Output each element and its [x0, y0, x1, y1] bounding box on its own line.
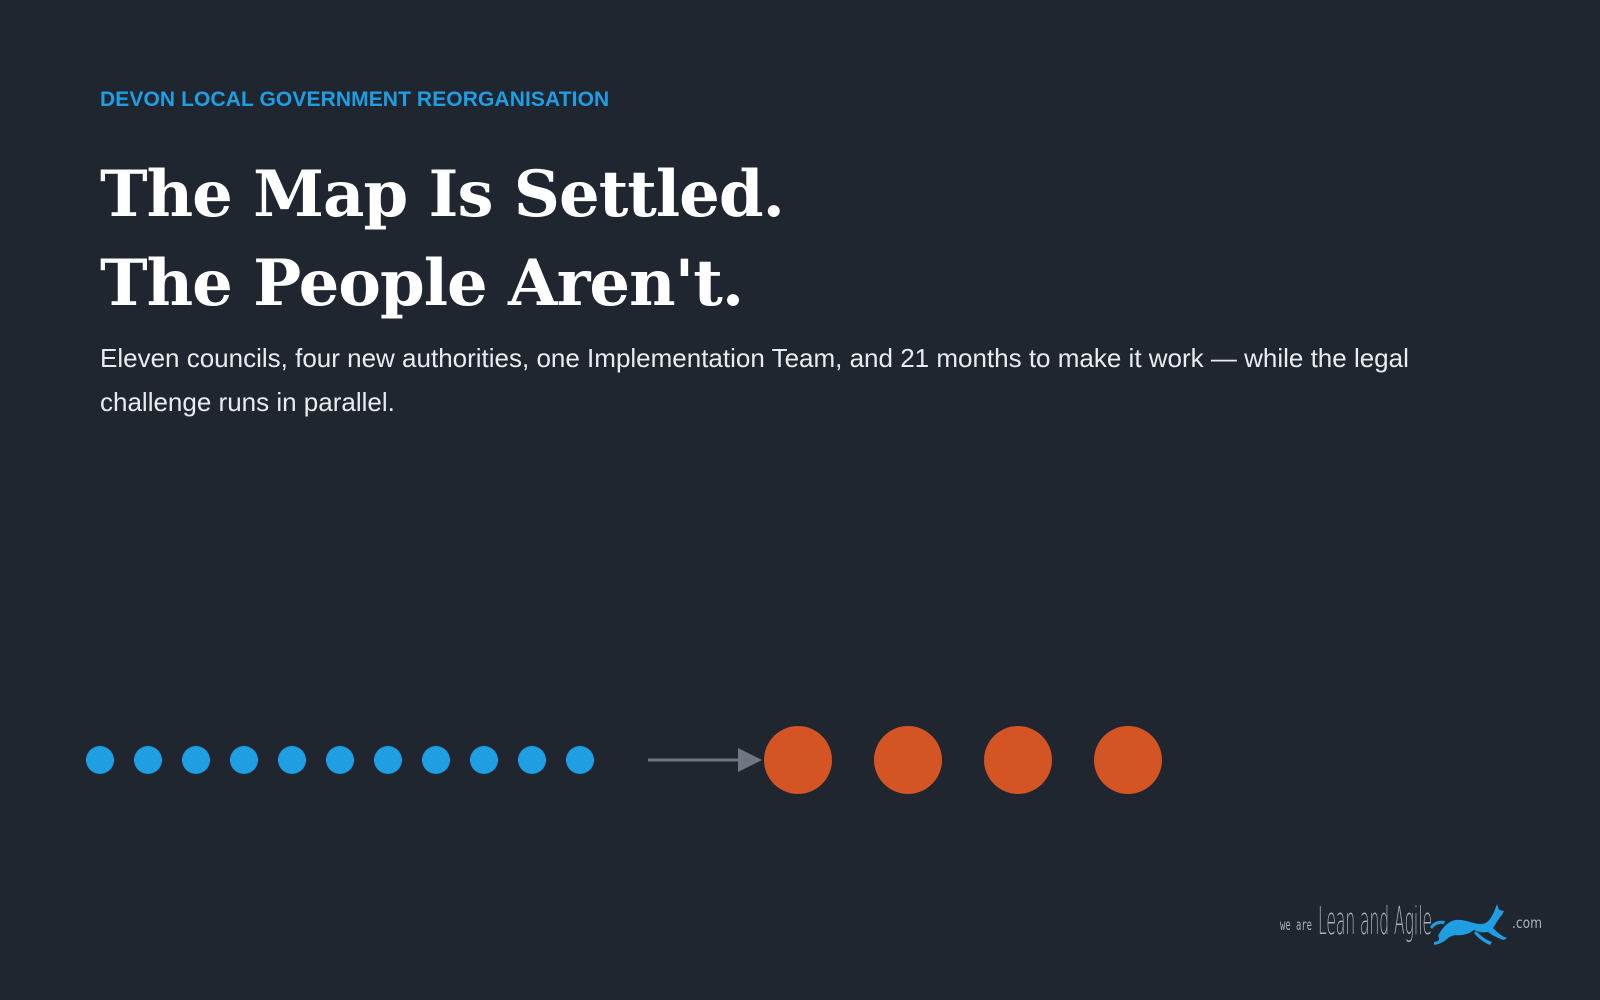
title-line-2: The People Aren't.: [100, 246, 744, 321]
brand-prefix: we are: [1280, 916, 1312, 934]
eleven-councils-group: [86, 746, 594, 774]
lean-and-agile-logo: we are Lean and Agile .com: [1280, 899, 1542, 945]
council-dot: [230, 746, 258, 774]
council-dot: [326, 746, 354, 774]
councils-to-authorities-diagram: [86, 726, 1162, 794]
council-dot: [518, 746, 546, 774]
council-dot: [86, 746, 114, 774]
greyhound-icon: [1430, 904, 1507, 945]
council-dot: [422, 746, 450, 774]
four-authorities-group: [764, 726, 1162, 794]
arrow-icon: [648, 748, 762, 772]
authority-dot: [874, 726, 942, 794]
authority-dot: [1094, 726, 1162, 794]
authority-dot: [984, 726, 1052, 794]
subtitle: Eleven councils, four new authorities, o…: [100, 343, 1409, 417]
brand-name: Lean and Agile: [1318, 899, 1432, 943]
page-title: The Map Is Settled. The People Aren't.: [100, 150, 785, 328]
council-dot: [566, 746, 594, 774]
eyebrow-label: DEVON LOCAL GOVERNMENT REORGANISATION: [100, 88, 610, 111]
council-dot: [470, 746, 498, 774]
title-line-1: The Map Is Settled.: [100, 157, 785, 232]
brand-suffix: .com: [1512, 914, 1542, 932]
council-dot: [278, 746, 306, 774]
council-dot: [182, 746, 210, 774]
council-dot: [134, 746, 162, 774]
authority-dot: [764, 726, 832, 794]
council-dot: [374, 746, 402, 774]
